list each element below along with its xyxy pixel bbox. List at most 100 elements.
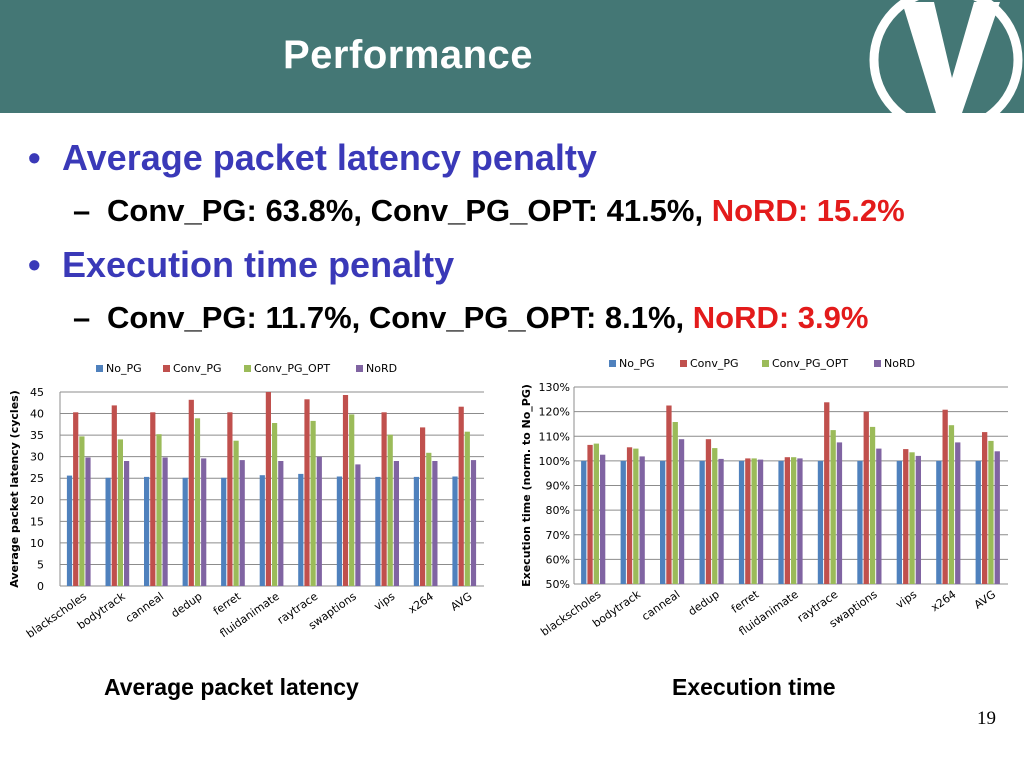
bar-conv-pg [942, 409, 948, 584]
latency-nord-value: NoRD: 15.2% [711, 193, 905, 228]
bar-nord [955, 442, 961, 584]
bar-conv-pg [705, 439, 712, 584]
y-tick-label: 35 [30, 429, 44, 442]
bar-nord [994, 451, 1000, 584]
x-tick-label: AVG [972, 588, 998, 612]
bullet-exec: • Execution time penalty [28, 244, 454, 286]
exec-values: Conv_PG: 11.7%, Conv_PG_OPT: 8.1%, [107, 300, 693, 335]
sub-bullet-dash: – [73, 300, 91, 335]
bar-no-pg [778, 460, 784, 584]
y-tick-label: 15 [30, 515, 44, 528]
bar-conv-pg-opt [117, 439, 123, 586]
y-tick-label: 40 [30, 408, 44, 421]
x-tick-label: blackscholes [538, 588, 603, 639]
bar-nord [239, 460, 245, 586]
exec-time-chart: 50% 60% 70% 80% 90% 100% 110% 120% 130% Execution… [520, 357, 1008, 639]
bar-nord [639, 456, 645, 584]
x-tick-label: AVG [448, 590, 474, 614]
bar-nord [278, 461, 284, 586]
latency-values: Conv_PG: 63.8%, Conv_PG_OPT: 41.5%, [107, 193, 712, 228]
bar-conv-pg-opt [751, 458, 757, 584]
bar-conv-pg-opt [633, 448, 639, 584]
x-tick-label: x264 [929, 588, 959, 614]
legend-swatch [244, 365, 251, 372]
x-tick-label: canneal [639, 588, 682, 623]
bar-conv-pg [73, 412, 79, 586]
bar-conv-pg-opt [909, 452, 915, 584]
bar-no-pg [336, 476, 342, 586]
bar-conv-pg [903, 449, 909, 584]
bar-no-pg [581, 460, 587, 584]
bar-no-pg [182, 477, 188, 586]
bar-nord [836, 442, 843, 584]
legend-label: Conv_PG [173, 362, 222, 375]
bar-no-pg [857, 460, 863, 584]
legend-swatch [356, 365, 363, 372]
bar-no-pg [259, 475, 265, 586]
x-tick-label: dedup [169, 590, 205, 621]
bar-conv-pg-opt [791, 457, 797, 584]
y-tick-label: 100% [539, 455, 570, 468]
bar-conv-pg-opt [349, 414, 355, 586]
y-tick-label: 70% [546, 529, 570, 542]
header-bar: Performance [0, 0, 1024, 113]
bar-conv-pg-opt [194, 418, 201, 586]
x-tick-label: x264 [406, 590, 436, 616]
y-tick-label: 10 [30, 537, 44, 550]
bar-no-pg [66, 475, 73, 586]
x-tick-label: vips [893, 588, 919, 612]
bar-conv-pg-opt [948, 425, 955, 584]
bar-no-pg [975, 460, 981, 584]
bullet-dot: • [28, 137, 41, 178]
y-tick-label: 80% [546, 504, 570, 517]
bar-conv-pg-opt [272, 423, 278, 586]
legend-label: Conv_PG [690, 357, 739, 370]
legend-label: NoRD [884, 357, 915, 370]
bar-no-pg [413, 476, 419, 586]
bar-conv-pg [420, 427, 426, 586]
x-tick-label: blackscholes [24, 590, 89, 641]
bar-conv-pg [265, 392, 271, 586]
legend-label: Conv_PG_OPT [772, 357, 848, 370]
bar-conv-pg-opt [464, 431, 470, 586]
bar-conv-pg [304, 399, 310, 586]
legend-swatch [609, 360, 616, 367]
legend-swatch [96, 365, 103, 372]
slide-title: Performance [283, 33, 534, 77]
bar-conv-pg [824, 402, 830, 584]
bullet-exec-text: Execution time penalty [62, 244, 455, 285]
y-tick-label: 50% [546, 578, 570, 591]
legend-label: Conv_PG_OPT [254, 362, 330, 375]
bar-conv-pg [381, 412, 387, 586]
bar-conv-pg [111, 405, 117, 586]
bar-nord [678, 439, 685, 584]
sub-bullet-exec: – Conv_PG: 11.7%, Conv_PG_OPT: 8.1%, NoRD… [73, 300, 868, 336]
legend-swatch [163, 365, 170, 372]
bar-conv-pg-opt [830, 430, 836, 584]
bar-conv-pg-opt [387, 434, 393, 586]
bar-conv-pg-opt [869, 426, 876, 584]
bar-nord [393, 461, 399, 586]
bar-conv-pg-opt [233, 440, 239, 586]
bar-no-pg [298, 473, 304, 586]
legend-swatch [680, 360, 687, 367]
latency-caption: Average packet latency [104, 674, 359, 700]
y-axis-label: Execution time (norm. to No_PG) [520, 384, 533, 587]
latency-chart: 0 5 10 15 20 25 30 35 40 45 Average packet latency… [8, 362, 484, 641]
bar-conv-pg-opt [712, 448, 718, 584]
bar-conv-pg [587, 444, 593, 584]
bar-no-pg [144, 476, 150, 586]
exec-nord-value: NoRD: 3.9% [692, 300, 869, 335]
bar-nord [162, 457, 168, 586]
bar-conv-pg [666, 405, 672, 584]
y-tick-label: 45 [30, 386, 44, 399]
y-tick-label: 5 [37, 558, 44, 571]
bar-no-pg [817, 460, 824, 584]
bar-no-pg [660, 460, 666, 584]
bullet-dot: • [28, 244, 41, 285]
bar-no-pg [620, 460, 626, 584]
legend-label: NoRD [366, 362, 397, 375]
bullet-latency-text: Average packet latency penalty [62, 137, 597, 178]
y-tick-label: 0 [37, 580, 44, 593]
legend-label: No_PG [106, 362, 142, 375]
